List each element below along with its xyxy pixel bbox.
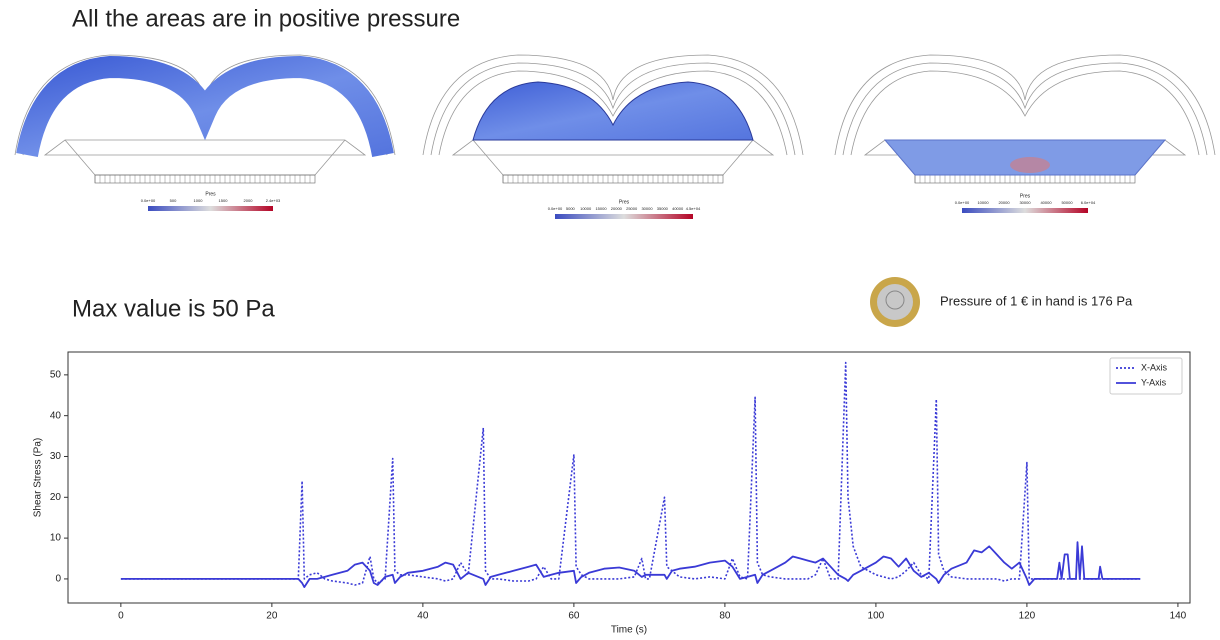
series-line bbox=[120, 361, 1141, 586]
legend-box bbox=[1109, 357, 1183, 395]
colorbar-label: 10000 bbox=[580, 206, 592, 211]
colorbar-label: 2.4e+03 bbox=[266, 198, 281, 203]
x-tick-label: 100 bbox=[868, 611, 885, 622]
x-tick-label: 120 bbox=[1019, 611, 1036, 622]
colorbar-label: 20000 bbox=[611, 206, 623, 211]
mesh-strip bbox=[914, 174, 1136, 184]
mesh-strip bbox=[502, 174, 724, 184]
colorbar-label: 0.0e+00 bbox=[141, 198, 156, 203]
colorbar-label: 4.5e+04 bbox=[686, 206, 701, 211]
colorbar-label: 6.0e+04 bbox=[1081, 200, 1096, 205]
colorbar bbox=[148, 206, 273, 211]
colorbar-label: 20000 bbox=[998, 200, 1010, 205]
colorbar-label: 40000 bbox=[672, 206, 684, 211]
colorbar-label: 2000 bbox=[244, 198, 254, 203]
geometry-outline bbox=[834, 54, 1216, 156]
colorbar bbox=[962, 208, 1088, 213]
pressure-hotspot bbox=[1010, 157, 1050, 173]
pressure-field bbox=[472, 81, 754, 141]
cfd-figure: Pres 0.0e+00 500 1000 1500 2000 2.4e+03 bbox=[14, 54, 396, 211]
tank bbox=[451, 139, 775, 156]
legend-label: X-Axis bbox=[1141, 362, 1168, 372]
geometry-outline bbox=[438, 70, 788, 156]
colorbar-label: 30000 bbox=[1019, 200, 1031, 205]
x-tick-label: 60 bbox=[568, 611, 580, 622]
colorbar-label: 25000 bbox=[626, 206, 638, 211]
plot-frame bbox=[67, 351, 1191, 604]
colorbar-label: 0.0e+00 bbox=[548, 206, 563, 211]
x-tick-label: 140 bbox=[1170, 611, 1187, 622]
tank-sides bbox=[472, 139, 754, 176]
y-tick-label: 10 bbox=[50, 533, 62, 544]
colorbar-title: Pres bbox=[1020, 193, 1031, 199]
colorbar-label: 10000 bbox=[977, 200, 989, 205]
colorbar-label: 50000 bbox=[1061, 200, 1073, 205]
series-line bbox=[120, 541, 1141, 588]
colorbar-title: Pres bbox=[205, 191, 216, 197]
cfd-figure: Pres 0.0e+00 10000 20000 30000 40000 50000 6.0e… bbox=[834, 54, 1216, 213]
colorbar-title: Pres bbox=[619, 199, 630, 205]
y-tick-label: 50 bbox=[50, 369, 62, 380]
geometry-outline bbox=[842, 62, 1208, 156]
y-tick-label: 40 bbox=[50, 410, 62, 421]
y-tick-label: 30 bbox=[50, 451, 62, 462]
colorbar bbox=[555, 214, 693, 219]
colorbar-label: 500 bbox=[170, 198, 177, 203]
geometry-outline bbox=[430, 62, 796, 156]
colorbar-label: 30000 bbox=[641, 206, 653, 211]
mesh-strip bbox=[94, 174, 316, 184]
y-tick-label: 0 bbox=[55, 574, 61, 585]
colorbar-label: 1000 bbox=[194, 198, 204, 203]
pressure-field bbox=[16, 55, 394, 158]
x-tick-label: 0 bbox=[118, 611, 124, 622]
y-axis-label: Shear Stress (Pa) bbox=[33, 438, 44, 517]
colorbar-label: 0.0e+00 bbox=[955, 200, 970, 205]
y-tick-label: 20 bbox=[50, 492, 62, 503]
cfd-figure: Pres 0.0e+00 5000 10000 15000 20000 25000 30000… bbox=[422, 54, 804, 219]
colorbar-label: 5000 bbox=[566, 206, 576, 211]
geometry-outline bbox=[422, 54, 804, 156]
coin bbox=[870, 277, 920, 327]
x-tick-label: 80 bbox=[719, 611, 731, 622]
x-axis-label: Time (s) bbox=[611, 625, 647, 636]
tank bbox=[43, 139, 367, 156]
heading: All the areas are in positive pressure bbox=[72, 5, 460, 32]
colorbar-label: 15000 bbox=[595, 206, 607, 211]
geometry-outline bbox=[850, 70, 1200, 156]
tank-sides bbox=[64, 139, 346, 176]
subheading: Max value is 50 Pa bbox=[72, 295, 275, 322]
note: Pressure of 1 € in hand is 176 Pa bbox=[940, 293, 1133, 308]
x-tick-label: 20 bbox=[266, 611, 278, 622]
colorbar-label: 1500 bbox=[219, 198, 229, 203]
colorbar-label: 40000 bbox=[1040, 200, 1052, 205]
legend-label: Y-Axis bbox=[1141, 377, 1167, 387]
colorbar-label: 35000 bbox=[657, 206, 669, 211]
x-tick-label: 40 bbox=[417, 611, 429, 622]
